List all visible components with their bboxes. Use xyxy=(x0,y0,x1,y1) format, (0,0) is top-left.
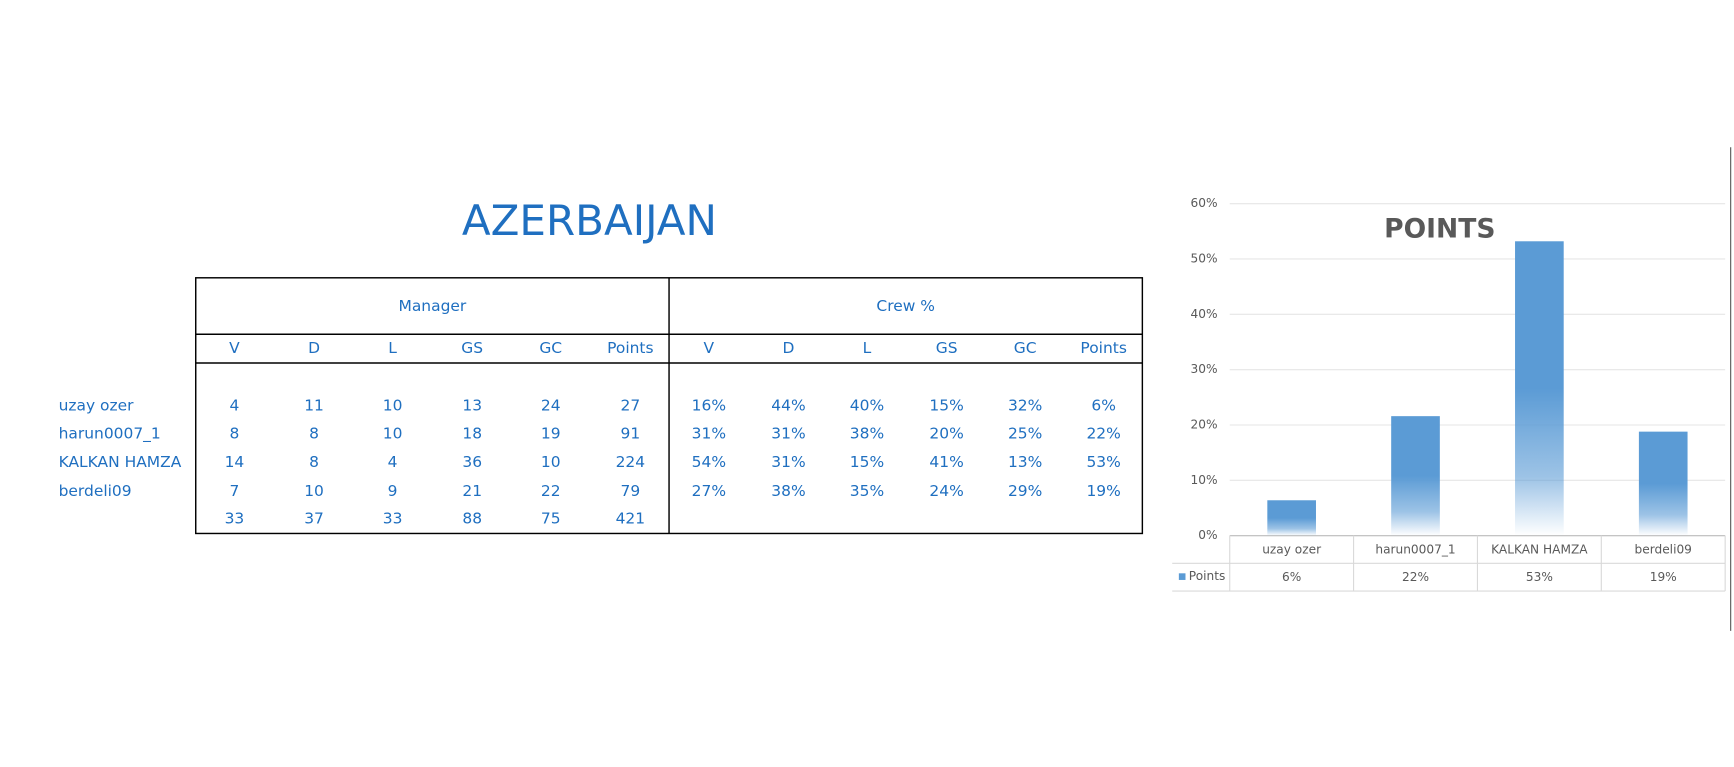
cell: 22 xyxy=(541,482,561,500)
column-header: V xyxy=(229,339,240,357)
cell: 19 xyxy=(541,424,561,442)
bar xyxy=(1638,431,1688,536)
y-tick-label: 50% xyxy=(1191,251,1218,265)
column-header: Points xyxy=(607,339,653,357)
cell: 10 xyxy=(383,424,403,442)
chart-title: POINTS xyxy=(1384,214,1495,245)
legend-key xyxy=(1178,573,1186,580)
x-tick-label: berdeli09 xyxy=(1635,543,1692,557)
bar xyxy=(1515,241,1564,536)
total-cell: 88 xyxy=(462,510,482,528)
column-header: GS xyxy=(936,339,958,357)
cell: 13% xyxy=(1008,453,1042,471)
column-header: D xyxy=(308,339,320,357)
column-header: D xyxy=(783,339,795,357)
cell: 11 xyxy=(304,397,324,415)
cell: 10 xyxy=(383,397,403,415)
y-tick-label: 20% xyxy=(1191,418,1218,432)
cell: 224 xyxy=(616,453,646,471)
row-name: KALKAN HAMZA xyxy=(59,453,182,471)
cell: 19% xyxy=(1086,482,1120,500)
cell: 31% xyxy=(771,453,805,471)
column-header: GC xyxy=(539,339,562,357)
cell: 38% xyxy=(771,482,805,500)
cell: 27% xyxy=(692,482,726,500)
sheet-title: AZERBAIJAN xyxy=(462,196,717,245)
x-tick-label: harun0007_1 xyxy=(1375,543,1455,557)
column-header: L xyxy=(388,339,397,357)
legend-label: Points xyxy=(1189,569,1226,583)
cell: 8 xyxy=(309,424,319,442)
x-tick-label: uzay ozer xyxy=(1262,543,1321,557)
cell: 24 xyxy=(541,397,561,415)
row-name: berdeli09 xyxy=(59,482,132,500)
cell: 20% xyxy=(929,424,963,442)
group-header: Manager xyxy=(399,297,467,315)
bar xyxy=(1267,500,1316,536)
data-label: 6% xyxy=(1282,570,1301,584)
cell: 16% xyxy=(692,397,726,415)
total-cell: 37 xyxy=(304,510,324,528)
cell: 10 xyxy=(304,482,324,500)
cell: 6% xyxy=(1091,397,1116,415)
column-header: GS xyxy=(461,339,483,357)
cell: 41% xyxy=(929,453,963,471)
cell: 8 xyxy=(230,424,240,442)
cell: 29% xyxy=(1008,482,1042,500)
total-cell: 33 xyxy=(225,510,245,528)
bar xyxy=(1391,416,1440,536)
column-header: Points xyxy=(1080,339,1126,357)
cell: 91 xyxy=(621,424,641,442)
row-name: harun0007_1 xyxy=(59,424,161,443)
cell: 14 xyxy=(225,453,245,471)
cell: 4 xyxy=(388,453,398,471)
y-tick-label: 60% xyxy=(1191,196,1218,210)
cell: 10 xyxy=(541,453,561,471)
cell: 44% xyxy=(771,397,805,415)
data-label: 53% xyxy=(1526,570,1553,584)
cell: 27 xyxy=(621,397,641,415)
data-label: 22% xyxy=(1402,570,1429,584)
cell: 7 xyxy=(230,482,240,500)
cell: 18 xyxy=(462,424,482,442)
total-cell: 33 xyxy=(383,510,403,528)
column-header: GC xyxy=(1014,339,1037,357)
cell: 40% xyxy=(850,397,884,415)
cell: 31% xyxy=(771,424,805,442)
cell: 21 xyxy=(462,482,482,500)
group-header: Crew % xyxy=(876,297,935,315)
cell: 4 xyxy=(230,397,240,415)
row-name: uzay ozer xyxy=(59,397,135,415)
cell: 15% xyxy=(850,453,884,471)
cell: 36 xyxy=(462,453,482,471)
y-tick-label: 40% xyxy=(1191,307,1218,321)
cell: 8 xyxy=(309,453,319,471)
cell: 32% xyxy=(1008,397,1042,415)
total-cell: 421 xyxy=(616,510,646,528)
cell: 22% xyxy=(1086,424,1120,442)
cell: 38% xyxy=(850,424,884,442)
cell: 31% xyxy=(692,424,726,442)
x-tick-label: KALKAN HAMZA xyxy=(1491,543,1588,557)
cell: 54% xyxy=(692,453,726,471)
total-cell: 75 xyxy=(541,510,561,528)
cell: 53% xyxy=(1086,453,1120,471)
column-header: L xyxy=(863,339,872,357)
cell: 25% xyxy=(1008,424,1042,442)
cell: 24% xyxy=(929,482,963,500)
cell: 35% xyxy=(850,482,884,500)
cell: 15% xyxy=(929,397,963,415)
y-tick-label: 10% xyxy=(1191,473,1218,487)
y-tick-label: 30% xyxy=(1191,362,1218,376)
cell: 9 xyxy=(388,482,398,500)
cell: 79 xyxy=(621,482,641,500)
cell: 13 xyxy=(462,397,482,415)
y-tick-label: 0% xyxy=(1198,528,1217,542)
data-label: 19% xyxy=(1650,570,1677,584)
column-header: V xyxy=(704,339,715,357)
